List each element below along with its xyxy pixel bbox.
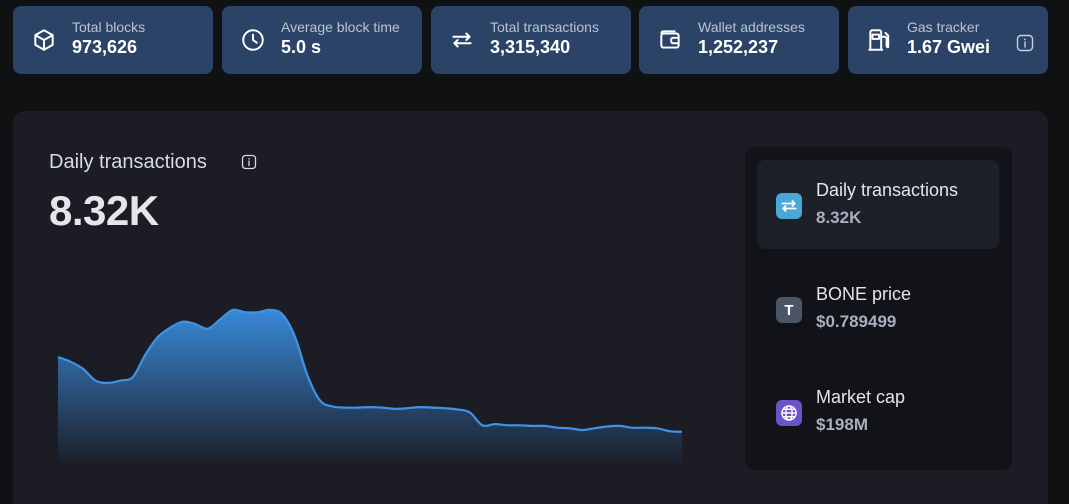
chart-point-9: [168, 326, 172, 330]
stat-card-gas-tracker: Gas tracker 1.67 Gwei: [848, 6, 1048, 74]
stat-value: 3,315,340: [490, 37, 571, 57]
chart-point-20: [306, 374, 310, 378]
chart-point-34: [480, 423, 484, 427]
stat-value: 5.0 s: [281, 37, 322, 57]
stat-value: 1.67 Gwei: [907, 37, 991, 57]
chart-point-29: [418, 405, 422, 409]
token-letter: T: [784, 301, 794, 319]
chart-point-1: [68, 360, 72, 364]
chart-point-17: [268, 308, 272, 312]
chart-point-27: [393, 407, 397, 411]
stat-card-total-blocks: Total blocks 973,626: [13, 6, 213, 74]
chart-point-2: [81, 367, 85, 371]
stat-label: Total transactions: [490, 19, 599, 35]
chart-point-36: [505, 423, 509, 427]
metric-item-market-cap[interactable]: Market cap $198M: [757, 367, 999, 456]
chart-point-0: [56, 355, 60, 359]
chart-point-35: [493, 422, 497, 426]
chart-point-50: [680, 430, 684, 434]
chart-point-48: [655, 426, 659, 430]
cube-icon: [31, 27, 57, 53]
chart-point-23: [343, 406, 347, 410]
chart-point-30: [430, 406, 434, 410]
chart-point-7: [143, 353, 147, 357]
token-icon: T: [776, 297, 802, 323]
stat-value: 973,626: [72, 37, 138, 57]
chart-point-39: [543, 424, 547, 428]
globe-icon: [776, 400, 802, 426]
chart-point-32: [455, 407, 459, 411]
chart-point-19: [293, 335, 297, 339]
chart-point-33: [468, 410, 472, 414]
stat-label: Wallet addresses: [698, 19, 805, 35]
arrows-swap-icon: [449, 27, 475, 53]
metric-item-daily-transactions[interactable]: Daily transactions 8.32K: [757, 160, 999, 249]
chart-point-46: [630, 426, 634, 430]
chart-metric-selector: Daily transactions 8.32K T BONE price $0…: [745, 147, 1012, 470]
chart-point-37: [518, 423, 522, 427]
stat-card-average-block-time: Average block time 5.0 s: [222, 6, 422, 74]
chart-point-41: [568, 426, 572, 430]
chart-point-42: [580, 428, 584, 432]
chart-point-44: [605, 424, 609, 428]
clock-icon: [240, 27, 266, 53]
chart-point-13: [218, 317, 222, 321]
wallet-icon: [657, 27, 683, 53]
metric-value: $198M: [816, 415, 868, 434]
stat-card-wallet-addresses: Wallet addresses 1,252,237: [639, 6, 839, 74]
chart-point-49: [668, 429, 672, 433]
daily-transactions-panel: Daily transactions 8.32K Daily transacti…: [13, 111, 1048, 504]
chart-point-18: [281, 313, 285, 317]
stat-card-total-transactions: Total transactions 3,315,340: [431, 6, 631, 74]
metric-item-bone-price[interactable]: T BONE price $0.789499: [757, 264, 999, 353]
gas-pump-icon: [866, 27, 892, 53]
chart-point-26: [380, 406, 384, 410]
chart-line: [57, 308, 683, 433]
chart-point-38: [530, 424, 534, 428]
info-icon[interactable]: [241, 154, 257, 170]
info-icon[interactable]: [1016, 34, 1034, 52]
chart-point-47: [643, 426, 647, 430]
chart-point-40: [555, 426, 559, 430]
chart-current-value: 8.32K: [49, 187, 159, 234]
chart-point-5: [118, 379, 122, 383]
stat-label: Gas tracker: [907, 19, 980, 35]
arrows-swap-icon: [776, 193, 802, 219]
metric-value: 8.32K: [816, 208, 862, 227]
stat-value: 1,252,237: [698, 37, 779, 57]
chart-point-25: [368, 405, 372, 409]
chart-point-10: [181, 320, 185, 324]
chart-point-3: [93, 379, 97, 383]
chart-point-43: [593, 426, 597, 430]
stat-label: Total blocks: [72, 19, 146, 35]
chart-point-14: [231, 308, 235, 312]
chart-point-45: [618, 424, 622, 428]
chart-point-31: [443, 406, 447, 410]
chart-point-12: [206, 327, 210, 331]
chart-point-15: [243, 310, 247, 314]
chart-point-6: [131, 375, 135, 379]
chart-area: [58, 309, 682, 463]
metric-value: $0.789499: [816, 312, 897, 331]
metric-label: Daily transactions: [816, 180, 959, 200]
metric-label: BONE price: [816, 284, 912, 304]
chart-point-22: [331, 404, 335, 408]
chart-point-8: [156, 335, 160, 339]
chart-point-16: [256, 310, 260, 314]
chart-point-11: [193, 322, 197, 326]
chart-point-24: [356, 406, 360, 410]
stats-bar: Total blocks 973,626 Average block time …: [13, 6, 1048, 74]
daily-transactions-chart: [56, 308, 684, 463]
chart-point-28: [405, 406, 409, 410]
stat-label: Average block time: [281, 19, 400, 35]
chart-point-4: [106, 381, 110, 385]
chart-point-21: [318, 399, 322, 403]
chart-title: Daily transactions: [49, 151, 207, 173]
metric-label: Market cap: [816, 387, 906, 407]
